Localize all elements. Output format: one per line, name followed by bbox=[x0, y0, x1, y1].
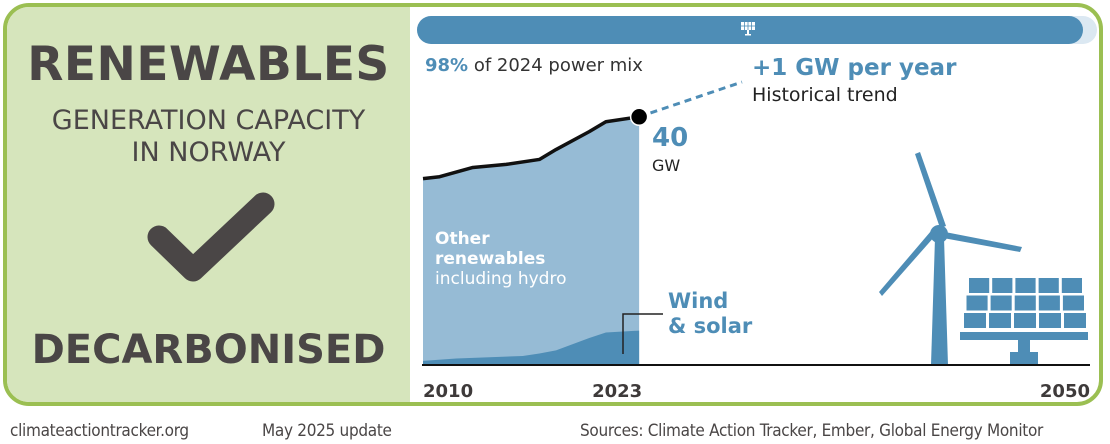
trend-sublabel: Historical trend bbox=[752, 84, 898, 106]
solar-cell bbox=[966, 295, 988, 311]
status-label: DECARBONISED bbox=[31, 327, 386, 373]
solar-cell bbox=[1038, 278, 1059, 293]
power-mix-note: 98% of 2024 power mix bbox=[425, 55, 643, 76]
power-mix-share: 98% bbox=[425, 55, 468, 76]
trend-line bbox=[638, 80, 743, 119]
total-capacity-line bbox=[422, 115, 640, 181]
solar-panel-large-icon bbox=[960, 278, 1088, 364]
x-tick-label-2010: 2010 bbox=[423, 381, 473, 402]
other-renewables-label-rest: including hydro bbox=[435, 269, 566, 289]
checkmark-icon bbox=[147, 192, 275, 282]
wind-turbine-icon bbox=[879, 152, 1022, 365]
power-mix-text: of 2024 power mix bbox=[468, 55, 643, 76]
panel-subtitle: GENERATION CAPACITY IN NORWAY bbox=[7, 105, 410, 169]
infographic-frame: RENEWABLES GENERATION CAPACITY IN NORWAY… bbox=[3, 3, 1103, 406]
wind-solar-label-2: & solar bbox=[668, 314, 753, 338]
x-tick-label-2050: 2050 bbox=[1040, 381, 1090, 402]
solar-cell bbox=[964, 313, 986, 328]
solar-cell bbox=[1062, 295, 1084, 311]
footer-date: May 2025 update bbox=[262, 421, 392, 441]
solar-cell bbox=[1038, 295, 1060, 311]
solar-cell bbox=[1061, 278, 1082, 293]
other-renewables-label-bold: Other renewables bbox=[435, 229, 545, 269]
endpoint-unit: GW bbox=[652, 156, 680, 175]
subtitle-line-2: IN NORWAY bbox=[131, 137, 286, 168]
other-renewables-area bbox=[423, 116, 640, 364]
footer-site[interactable]: climateactiontracker.org bbox=[10, 421, 189, 441]
other-renewables-word-2: renewables bbox=[435, 249, 545, 269]
endpoint-value: 40 bbox=[652, 123, 688, 153]
trend-label: +1 GW per year bbox=[752, 55, 957, 81]
solar-panel-base bbox=[1010, 352, 1038, 364]
panel-title: RENEWABLES bbox=[27, 37, 390, 92]
wind-solar-leader-line bbox=[622, 313, 663, 354]
solar-cell bbox=[1014, 295, 1036, 311]
solar-cell bbox=[992, 278, 1013, 293]
solar-panel-frame bbox=[960, 332, 1088, 340]
left-panel: RENEWABLES GENERATION CAPACITY IN NORWAY… bbox=[7, 7, 410, 402]
wind-solar-label-1: Wind bbox=[668, 289, 728, 313]
solar-cell bbox=[1015, 278, 1036, 293]
solar-cell bbox=[969, 278, 990, 293]
subtitle-line-1: GENERATION CAPACITY bbox=[51, 105, 366, 136]
wind-solar-area bbox=[423, 330, 640, 364]
endpoint-marker bbox=[629, 107, 649, 127]
solar-panel-post bbox=[1018, 340, 1030, 354]
solar-panel-icon bbox=[741, 22, 755, 36]
other-renewables-word-1: Other bbox=[435, 229, 490, 249]
solar-cell bbox=[1014, 313, 1036, 328]
solar-cell bbox=[1039, 313, 1061, 328]
footer-sources: Sources: Climate Action Tracker, Ember, … bbox=[580, 421, 1044, 441]
solar-cell bbox=[1064, 313, 1086, 328]
solar-cell bbox=[989, 313, 1011, 328]
x-tick-label-2023: 2023 bbox=[592, 381, 642, 402]
solar-cell bbox=[990, 295, 1012, 311]
